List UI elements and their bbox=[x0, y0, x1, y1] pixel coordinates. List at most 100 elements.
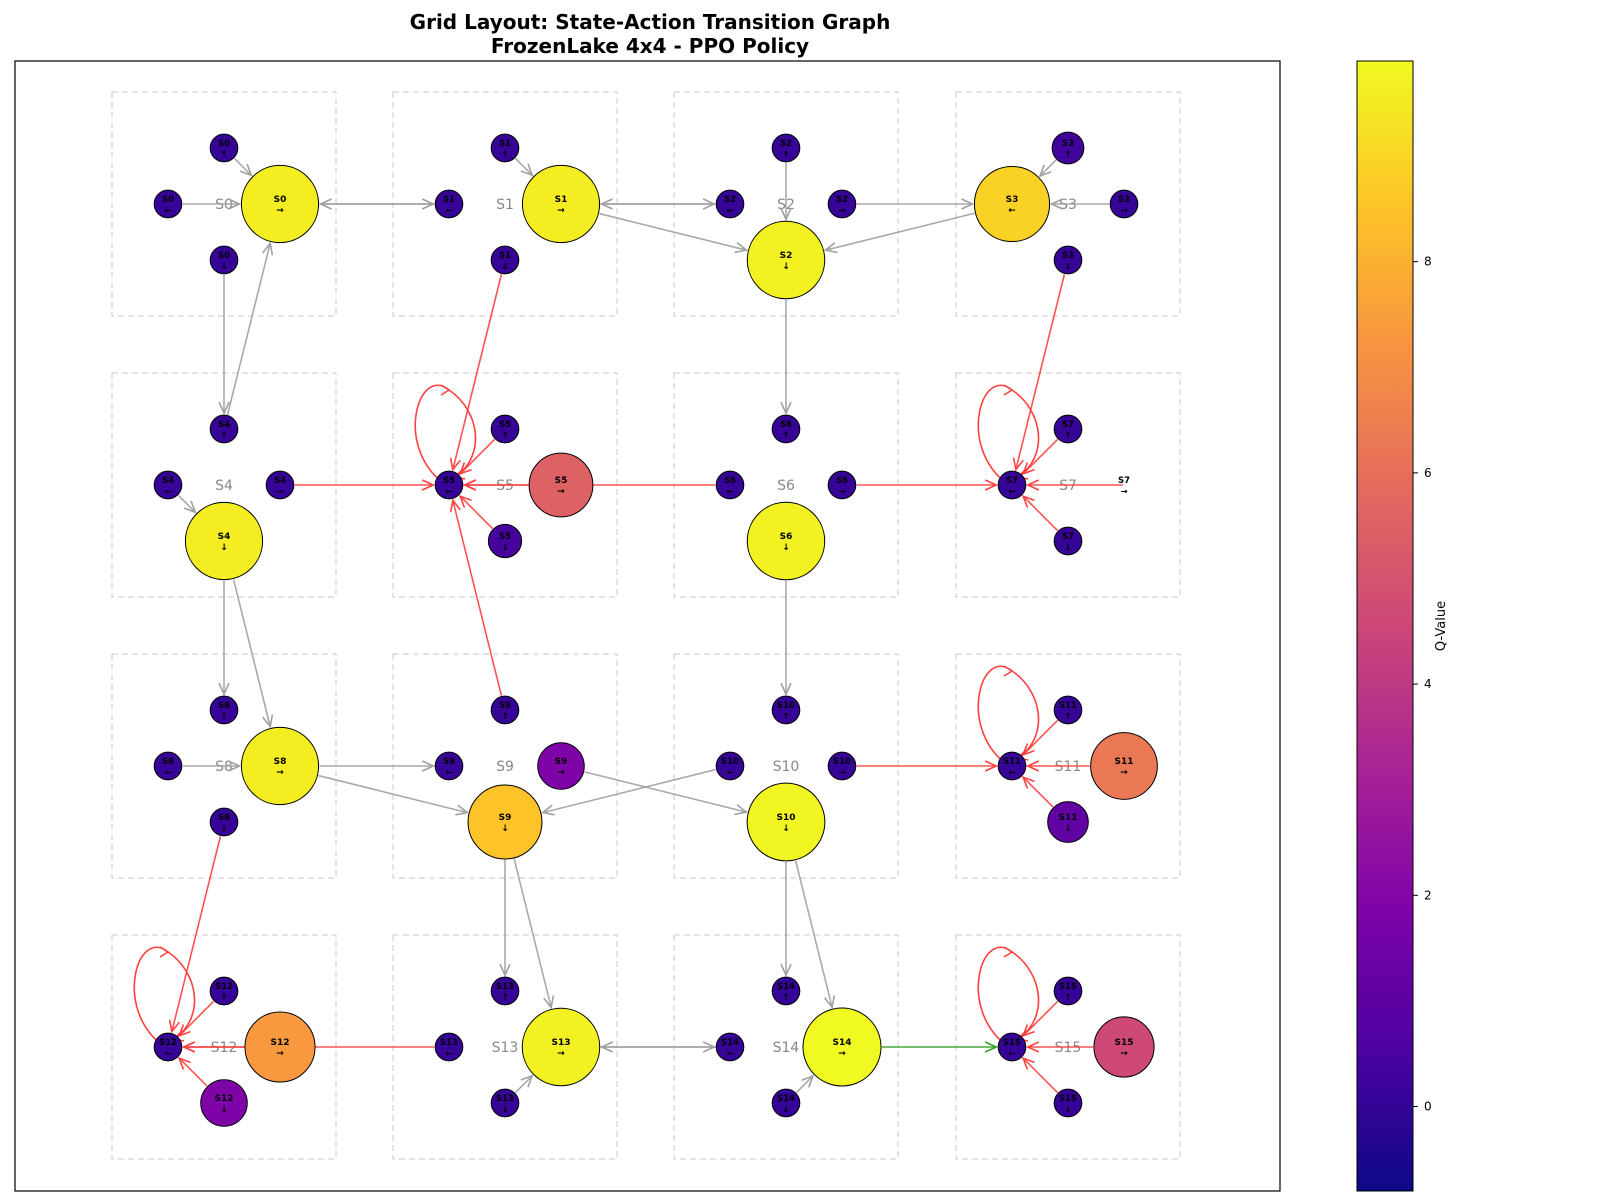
transition-edge bbox=[233, 157, 253, 177]
node-state-label: S8 bbox=[218, 813, 230, 823]
node-circle bbox=[715, 470, 745, 500]
node-s11-left: S11← bbox=[997, 751, 1027, 781]
node-s4-left: S4← bbox=[153, 470, 183, 500]
node-circle bbox=[997, 470, 1027, 500]
cell-label-s15: S15 bbox=[1055, 1040, 1082, 1056]
node-circle bbox=[490, 133, 520, 163]
node-state-label: S15 bbox=[1059, 982, 1077, 992]
node-circle bbox=[771, 414, 801, 444]
node-action-label: ← bbox=[445, 206, 452, 216]
transition-edge bbox=[795, 1074, 815, 1094]
node-s5-right: S5→ bbox=[528, 452, 594, 518]
node-s0-left: S0← bbox=[153, 189, 183, 219]
node-circle bbox=[1053, 695, 1083, 725]
node-state-label: S14 bbox=[777, 1094, 795, 1104]
transition-edge bbox=[294, 479, 436, 491]
node-circle bbox=[715, 1032, 745, 1062]
node-s6-left: S6← bbox=[715, 470, 745, 500]
node-s10-down: S10↓ bbox=[746, 782, 826, 862]
node-s10-right: S10→ bbox=[827, 751, 857, 781]
transition-edge bbox=[513, 858, 555, 1010]
node-circle bbox=[521, 1007, 601, 1087]
node-action-label: ↓ bbox=[220, 543, 228, 553]
colorbar: 0 2 4 6 8 Q-Value bbox=[1356, 60, 1449, 1192]
cell-label-s6: S6 bbox=[777, 478, 795, 494]
node-circle bbox=[537, 742, 585, 790]
node-circle bbox=[1053, 245, 1083, 275]
node-action-label: ← bbox=[164, 1049, 171, 1059]
node-s3-left: S3← bbox=[973, 165, 1051, 243]
cell-label-s5: S5 bbox=[496, 478, 514, 494]
node-s0-down: S0↓ bbox=[209, 245, 239, 275]
node-action-label: ↓ bbox=[782, 543, 790, 553]
node-action-label: ↓ bbox=[1064, 262, 1071, 272]
node-action-label: ↓ bbox=[220, 262, 227, 272]
colorbar-tick-label: 4 bbox=[1424, 677, 1432, 691]
node-state-label: S3 bbox=[1006, 195, 1019, 205]
node-state-label: S7 bbox=[1062, 420, 1074, 430]
node-s10-left: S10← bbox=[715, 751, 745, 781]
node-state-label: S10 bbox=[721, 757, 739, 767]
node-state-label: S8 bbox=[274, 757, 287, 767]
transition-edge bbox=[1049, 198, 1110, 210]
node-state-label: S11 bbox=[1003, 757, 1021, 767]
node-action-label: → bbox=[557, 487, 565, 497]
transition-edge bbox=[499, 859, 511, 978]
transition-edge bbox=[794, 860, 836, 1010]
node-state-label: S14 bbox=[721, 1038, 739, 1048]
node-s12-left: S12← bbox=[153, 1032, 183, 1062]
node-action-label: ↑ bbox=[501, 431, 508, 441]
node-action-label: → bbox=[1120, 206, 1127, 216]
node-circle bbox=[209, 807, 239, 837]
node-state-label: S0 bbox=[218, 139, 230, 149]
node-circle bbox=[490, 245, 520, 275]
node-state-label: S8 bbox=[218, 701, 230, 711]
node-action-label: ← bbox=[726, 206, 733, 216]
node-state-label: S1 bbox=[499, 251, 511, 261]
node-circle bbox=[490, 976, 520, 1006]
node-action-label: → bbox=[557, 1049, 565, 1059]
node-state-label: S9 bbox=[443, 757, 455, 767]
node-action-label: → bbox=[1120, 1049, 1128, 1059]
node-circle bbox=[827, 470, 857, 500]
node-action-label: ↑ bbox=[220, 150, 227, 160]
node-s13-left: S13← bbox=[434, 1032, 464, 1062]
transition-edge bbox=[226, 241, 274, 415]
node-s15-right: S15→ bbox=[1093, 1016, 1155, 1078]
node-circle bbox=[490, 1088, 520, 1118]
node-circle bbox=[467, 784, 543, 860]
node-state-label: S3 bbox=[1118, 195, 1130, 205]
node-circle bbox=[1051, 131, 1085, 165]
node-action-label: ↓ bbox=[782, 824, 790, 834]
node-circle bbox=[528, 452, 594, 518]
node-s11-down: S11↓ bbox=[1047, 801, 1089, 843]
node-state-label: S5 bbox=[499, 532, 511, 542]
node-circle bbox=[746, 501, 826, 581]
cell-label-s14: S14 bbox=[773, 1040, 800, 1056]
node-s2-left: S2← bbox=[715, 189, 745, 219]
node-action-label: ↓ bbox=[1064, 543, 1071, 553]
node-circle bbox=[746, 220, 826, 300]
node-s9-down: S9↓ bbox=[467, 784, 543, 860]
node-state-label: S6 bbox=[780, 420, 792, 430]
transition-edge bbox=[882, 1041, 999, 1053]
node-circle bbox=[771, 133, 801, 163]
node-state-label: S15 bbox=[1003, 1038, 1021, 1048]
transition-edge bbox=[177, 494, 197, 514]
node-state-label: S12 bbox=[215, 982, 233, 992]
node-state-label: S4 bbox=[218, 532, 231, 542]
node-action-label: ↓ bbox=[501, 543, 508, 553]
transition-edge bbox=[182, 198, 242, 210]
node-state-label: S14 bbox=[832, 1038, 851, 1048]
node-state-label: S10 bbox=[776, 813, 795, 823]
node-state-label: S3 bbox=[1062, 251, 1074, 261]
node-action-label: ← bbox=[726, 1049, 733, 1059]
node-s15-down: S15↓ bbox=[1053, 1088, 1083, 1118]
node-state-label: S3 bbox=[1062, 139, 1074, 149]
transition-edge bbox=[856, 479, 999, 491]
node-circle bbox=[771, 695, 801, 725]
node-circle bbox=[715, 189, 745, 219]
node-state-label: S15 bbox=[1059, 1094, 1077, 1104]
node-action-label: → bbox=[1120, 487, 1127, 497]
node-state-label: S1 bbox=[555, 195, 568, 205]
